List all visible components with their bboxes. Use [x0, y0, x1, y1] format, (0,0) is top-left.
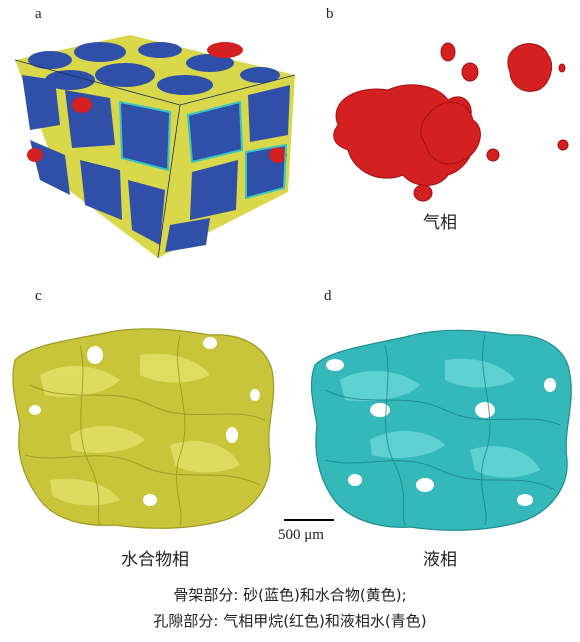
panel-a-cube-render: [14, 35, 296, 259]
panel-c-hydrate-render: [12, 328, 275, 529]
panel-c-title: 水合物相: [121, 550, 189, 570]
panel-d-water-render: [310, 329, 572, 531]
figure-caption-line-2: 孔隙部分: 气相甲烷(红色)和液相水(青色): [153, 612, 427, 630]
panel-label-d: d: [324, 288, 332, 304]
scale-bar-line: [284, 519, 334, 521]
panel-b-title: 气相: [423, 213, 457, 233]
panel-label-c: c: [35, 288, 42, 304]
scale-bar-label: 500 μm: [278, 527, 324, 543]
panel-label-a: a: [35, 6, 42, 22]
panel-d-title: 液相: [423, 550, 457, 570]
panel-b-gas-render: [333, 42, 569, 202]
panel-label-b: b: [326, 6, 334, 22]
figure-caption-line-1: 骨架部分: 砂(蓝色)和水合物(黄色);: [173, 586, 407, 604]
